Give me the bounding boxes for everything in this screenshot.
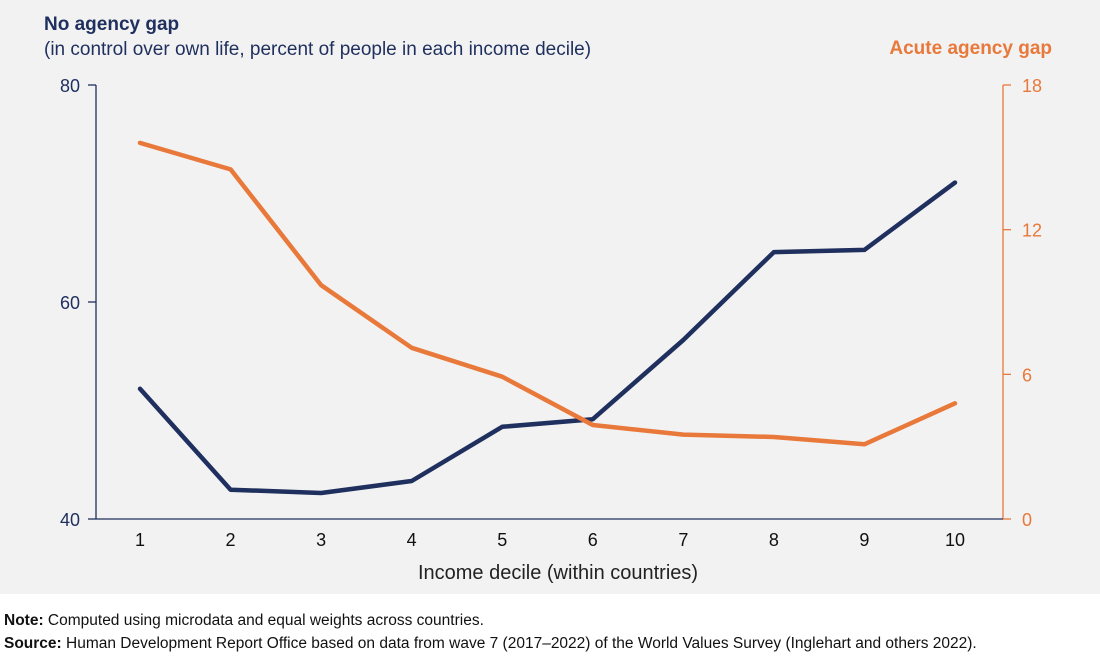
left-tick-label: 80 <box>60 76 80 96</box>
x-tick-label: 2 <box>226 530 236 550</box>
x-tick-label: 8 <box>769 530 779 550</box>
x-tick-label: 10 <box>945 530 965 550</box>
x-tick-label: 4 <box>407 530 417 550</box>
left-axis-subtitle: (in control over own life, percent of pe… <box>44 39 591 60</box>
x-tick-label: 9 <box>859 530 869 550</box>
right-tick-label: 6 <box>1022 365 1032 385</box>
source-text: Human Development Report Office based on… <box>61 635 977 652</box>
chart: No agency gap (in control over own life, … <box>44 14 1052 584</box>
right-tick-label: 12 <box>1022 221 1042 241</box>
right-tick-label: 18 <box>1022 76 1042 96</box>
x-tick-label: 1 <box>135 530 145 550</box>
left-tick-label: 60 <box>60 293 80 313</box>
x-tick-label: 6 <box>588 530 598 550</box>
acute-agency-gap-line <box>137 140 958 447</box>
x-tick-label: 7 <box>678 530 688 550</box>
note-line: Note: Computed using microdata and equal… <box>4 612 484 630</box>
right-axis-title: Acute agency gap <box>889 38 1052 59</box>
x-axis-label: Income decile (within countries) <box>418 562 698 584</box>
plot-background <box>0 0 1100 594</box>
right-tick-label: 0 <box>1022 510 1032 530</box>
note-label: Note: <box>4 612 44 629</box>
note-text: Computed using microdata and equal weigh… <box>43 612 484 629</box>
source-label: Source: <box>4 635 62 652</box>
left-tick-label: 40 <box>60 510 80 530</box>
left-axis-title: No agency gap <box>44 14 179 35</box>
source-line: Source: Human Development Report Office … <box>4 635 977 653</box>
x-tick-label: 3 <box>316 530 326 550</box>
no-agency-gap-line <box>137 180 958 496</box>
x-tick-label: 5 <box>497 530 507 550</box>
